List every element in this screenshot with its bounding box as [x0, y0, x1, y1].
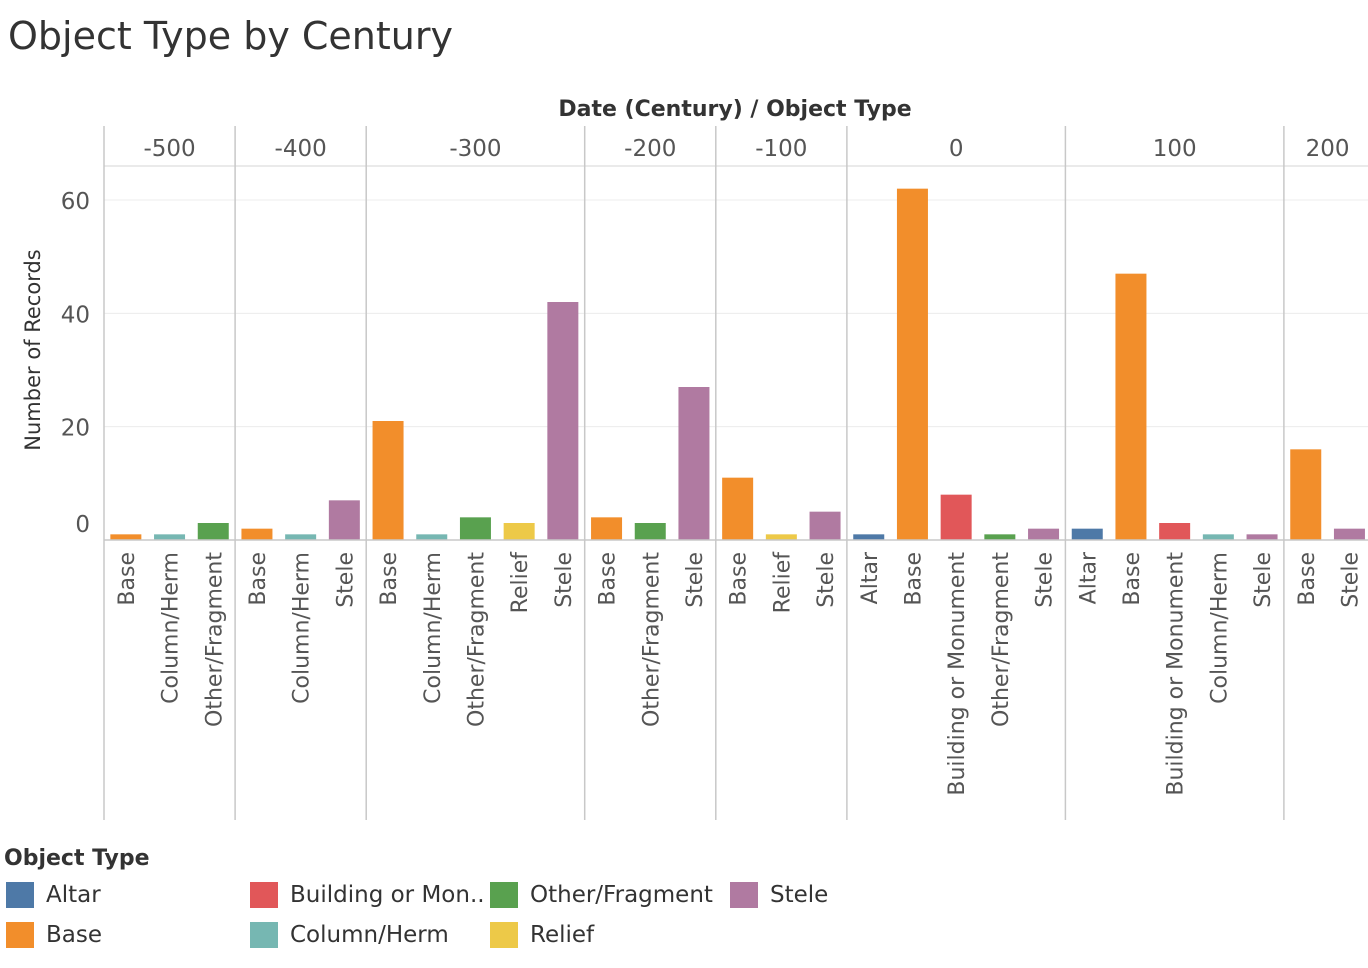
- legend-label: Relief: [530, 922, 595, 948]
- y-tick-label: 40: [61, 302, 90, 328]
- bar: [459, 517, 491, 540]
- bar: [1115, 273, 1147, 540]
- legend: Object Type Altar Base Building or Mon.. Co…: [0, 842, 1368, 968]
- x-tick-label: Stele: [333, 552, 358, 608]
- x-tick-label: Base: [1120, 552, 1145, 606]
- bar: [241, 528, 273, 540]
- bar: [1028, 528, 1060, 540]
- y-axis-title: Number of Records: [21, 249, 45, 450]
- legend-label: Base: [46, 922, 103, 948]
- x-tick-label: Stele: [1033, 552, 1058, 608]
- group-header-label: 100: [1153, 136, 1197, 162]
- bar: [940, 494, 972, 540]
- x-tick-label: Column/Herm: [159, 552, 184, 704]
- x-tick-label: Base: [727, 552, 752, 606]
- chart-title: Object Type by Century: [8, 14, 453, 58]
- bar: [1246, 534, 1278, 540]
- group-header-label: -200: [624, 136, 676, 162]
- x-tick-label: Stele: [683, 552, 708, 608]
- x-tick-label: Column/Herm: [290, 552, 315, 704]
- bar: [197, 523, 229, 540]
- group-header-label: 0: [949, 136, 964, 162]
- bar: [896, 188, 928, 540]
- x-tick-label: Altar: [858, 551, 883, 604]
- legend-swatch: [6, 882, 34, 908]
- x-tick-label: Relief: [508, 551, 533, 614]
- bar: [372, 421, 404, 540]
- bar: [1071, 528, 1103, 540]
- legend-title: Object Type: [4, 846, 150, 871]
- bar: [285, 534, 317, 540]
- bar: [154, 534, 186, 540]
- group-header-label: -100: [755, 136, 807, 162]
- legend-swatch: [730, 882, 758, 908]
- bar: [984, 534, 1016, 540]
- legend-swatch: [6, 922, 34, 948]
- group-header-label: -400: [275, 136, 327, 162]
- bar: [591, 517, 623, 540]
- group-header-label: -300: [449, 136, 501, 162]
- bar: [1333, 528, 1365, 540]
- legend-label: Other/Fragment: [530, 882, 713, 908]
- legend-swatch: [490, 882, 518, 908]
- bar: [634, 523, 666, 540]
- x-tick-label: Base: [377, 552, 402, 606]
- bar: [416, 534, 448, 540]
- bar: [1159, 523, 1191, 540]
- x-tick-label: Stele: [552, 552, 577, 608]
- x-tick-label: Base: [901, 552, 926, 606]
- column-header-title: Date (Century) / Object Type: [558, 97, 911, 122]
- legend-label: Building or Mon..: [290, 882, 485, 908]
- x-tick-label: Relief: [770, 551, 795, 614]
- legend-label: Column/Herm: [290, 922, 449, 948]
- y-tick-label: 20: [61, 416, 90, 442]
- chart-plot: 0 20 40 60 Number of Records Date (Century) /…: [21, 97, 1368, 820]
- bar: [503, 523, 535, 540]
- x-tick-label: Other/Fragment: [202, 552, 227, 727]
- x-tick-label: Other/Fragment: [639, 552, 664, 727]
- bar: [722, 477, 754, 540]
- x-tick-label: Stele: [1338, 552, 1363, 608]
- group-header-label: -500: [143, 136, 195, 162]
- x-tick-label: Column/Herm: [421, 552, 446, 704]
- bar: [547, 302, 579, 540]
- legend-label: Stele: [770, 882, 829, 908]
- legend-swatch: [250, 922, 278, 948]
- legend-label: Altar: [46, 882, 101, 908]
- bar: [328, 500, 360, 540]
- x-tick-label: Building or Monument: [945, 552, 970, 796]
- bar: [809, 511, 841, 540]
- bar: [853, 534, 885, 540]
- x-tick-label: Base: [246, 552, 271, 606]
- group-header-label: 200: [1306, 136, 1350, 162]
- x-tick-label: Altar: [1076, 551, 1101, 604]
- bar: [678, 387, 710, 540]
- y-tick-label: 0: [75, 512, 90, 538]
- x-tick-label: Other/Fragment: [989, 552, 1014, 727]
- x-tick-label: Column/Herm: [1207, 552, 1232, 704]
- x-tick-label: Base: [115, 552, 140, 606]
- bar: [765, 534, 797, 540]
- x-tick-label: Stele: [814, 552, 839, 608]
- bar: [1290, 449, 1322, 540]
- bar: [1202, 534, 1234, 540]
- legend-swatch: [490, 922, 518, 948]
- y-tick-label: 60: [61, 189, 90, 215]
- x-tick-label: Base: [596, 552, 621, 606]
- legend-swatch: [250, 882, 278, 908]
- x-tick-label: Building or Monument: [1164, 552, 1189, 796]
- x-tick-label: Stele: [1251, 552, 1276, 608]
- bar: [110, 534, 142, 540]
- x-tick-label: Base: [1295, 552, 1320, 606]
- x-tick-label: Other/Fragment: [464, 552, 489, 727]
